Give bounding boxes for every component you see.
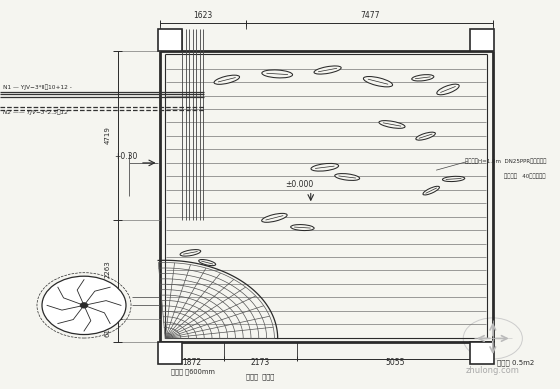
Ellipse shape xyxy=(199,259,216,266)
Text: zhulong.com: zhulong.com xyxy=(466,366,520,375)
Bar xyxy=(158,342,182,364)
Text: 1872: 1872 xyxy=(182,358,202,367)
Ellipse shape xyxy=(412,75,434,81)
Circle shape xyxy=(80,303,88,308)
Text: 2263: 2263 xyxy=(105,261,110,278)
Circle shape xyxy=(42,276,126,335)
Text: 贯水瀑布   40潜水泵一台: 贯水瀑布 40潜水泵一台 xyxy=(505,173,546,179)
Text: 无根棕 0.5m2: 无根棕 0.5m2 xyxy=(497,360,535,366)
Ellipse shape xyxy=(363,77,393,87)
Ellipse shape xyxy=(437,84,459,95)
Ellipse shape xyxy=(262,70,292,78)
Text: 2173: 2173 xyxy=(251,358,270,367)
Text: 7477: 7477 xyxy=(360,11,379,20)
Text: +0.30: +0.30 xyxy=(114,152,137,161)
Ellipse shape xyxy=(311,163,339,171)
Text: 4719: 4719 xyxy=(105,126,110,144)
Ellipse shape xyxy=(214,75,240,84)
Ellipse shape xyxy=(262,214,287,222)
Text: N1 — YJV−3*Ⅱ就10+12 -: N1 — YJV−3*Ⅱ就10+12 - xyxy=(3,84,72,90)
Text: 5055: 5055 xyxy=(385,358,404,367)
Text: 1623: 1623 xyxy=(193,11,213,20)
Bar xyxy=(470,342,494,364)
Ellipse shape xyxy=(335,173,360,180)
Ellipse shape xyxy=(442,176,465,182)
Ellipse shape xyxy=(379,121,405,128)
Text: ±0.000: ±0.000 xyxy=(286,180,314,189)
Ellipse shape xyxy=(180,250,200,256)
Ellipse shape xyxy=(291,224,314,231)
Bar xyxy=(158,29,182,51)
Text: 进水口  平热底: 进水口 平热底 xyxy=(246,374,274,380)
Ellipse shape xyxy=(314,66,341,74)
Text: 豐水口 高600mm: 豐水口 高600mm xyxy=(171,368,215,375)
Bar xyxy=(470,29,494,51)
Text: 618: 618 xyxy=(105,324,110,337)
Text: 出水压强H=1.8m  DN25PPR管穿至池顶: 出水压强H=1.8m DN25PPR管穿至池顶 xyxy=(465,159,546,164)
Text: N2 —— YJV−3*2.5就12: N2 —— YJV−3*2.5就12 xyxy=(3,110,68,115)
Ellipse shape xyxy=(423,186,440,195)
Ellipse shape xyxy=(416,132,435,140)
